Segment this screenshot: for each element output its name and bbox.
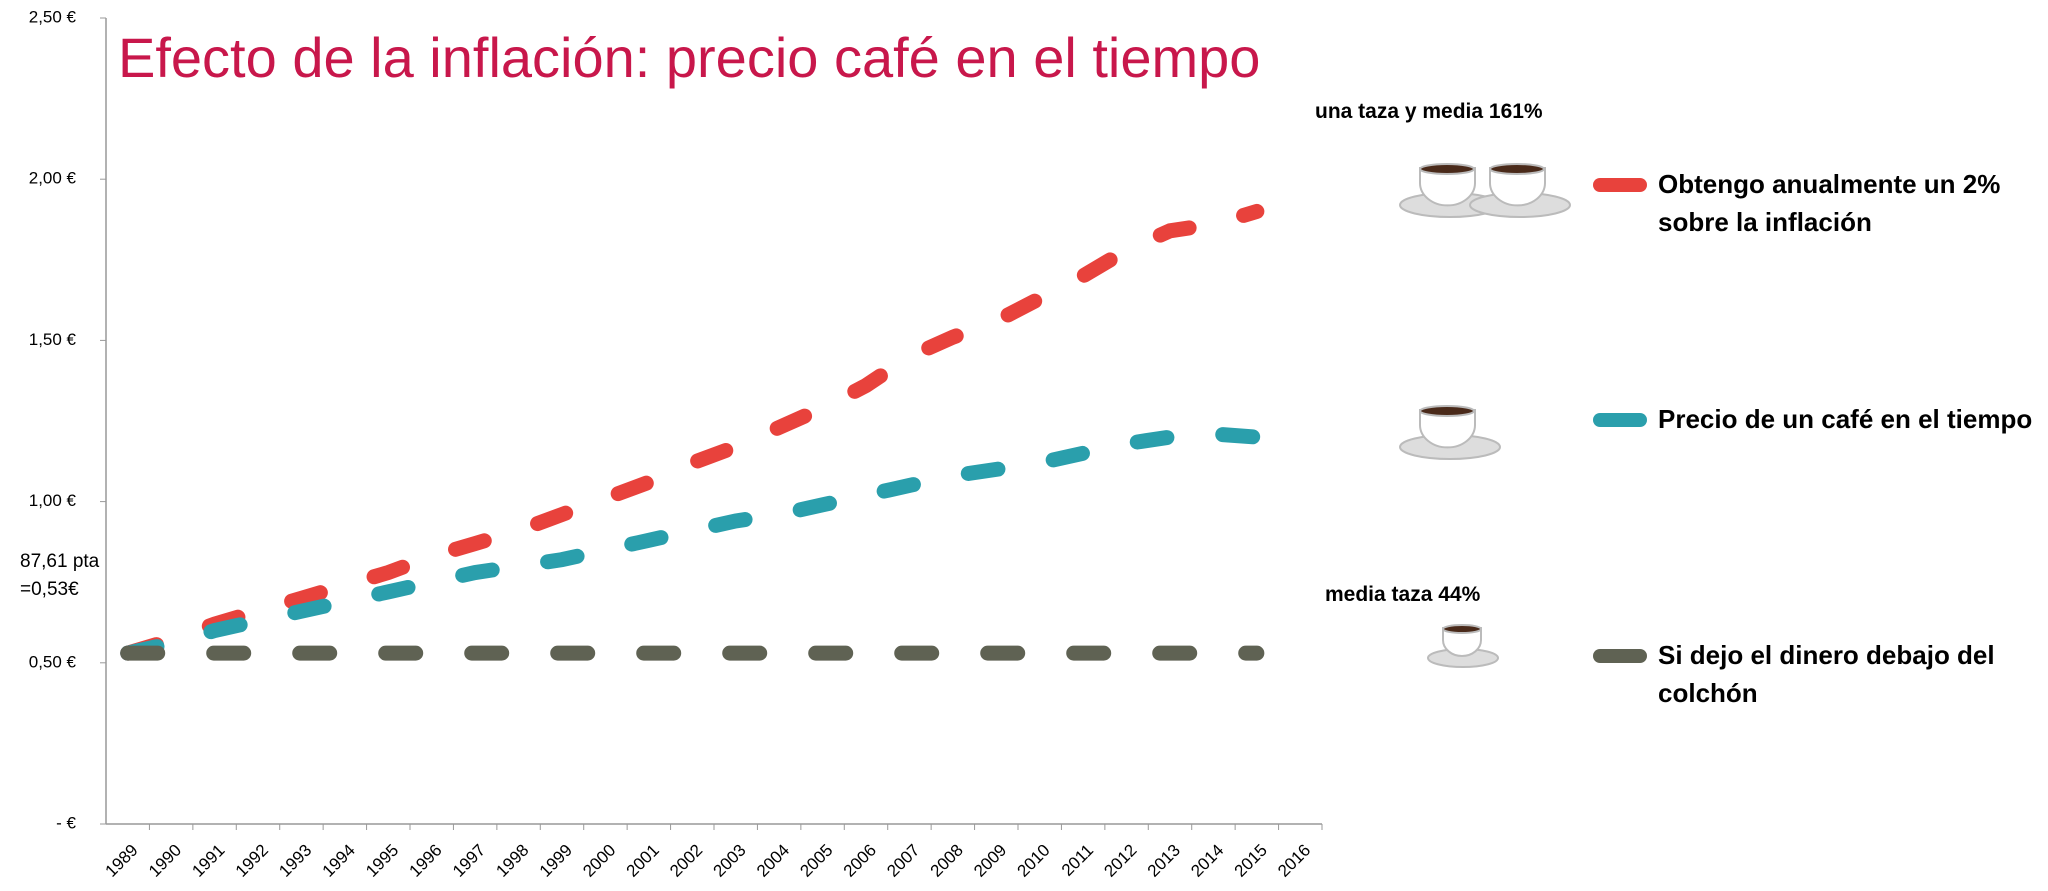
- y-tick-label: 1,50 €: [29, 330, 77, 349]
- x-tick-label: 1991: [188, 841, 228, 881]
- y-tick-label: 2,00 €: [29, 169, 77, 188]
- x-tick-label: 2014: [1187, 841, 1227, 881]
- annotation: media taza 44%: [1325, 583, 1481, 606]
- y-tick-label: 2,50 €: [29, 7, 77, 26]
- x-tick-label: 2003: [710, 841, 750, 881]
- y-tick-label: 1,00 €: [29, 491, 77, 510]
- x-tick-label: 2006: [840, 841, 880, 881]
- x-tick-label: 2016: [1274, 841, 1314, 881]
- x-tick-label: 1996: [406, 841, 446, 881]
- x-tick-label: 2015: [1231, 841, 1271, 881]
- x-tick-label: 1997: [449, 841, 489, 881]
- x-tick-label: 2009: [970, 841, 1010, 881]
- x-tick-label: 2004: [753, 841, 793, 881]
- legend-label: Obtengo anualmente un 2% sobre la inflac…: [1658, 169, 2001, 237]
- x-tick-label: 2011: [1058, 841, 1097, 880]
- series-line: [120, 203, 1265, 661]
- cup-icons: [1399, 163, 1571, 668]
- x-tick-label: 1990: [145, 841, 185, 881]
- legend-label: Precio de un café en el tiempo: [1658, 404, 2033, 434]
- y-tick-label: 0,50 €: [29, 652, 77, 671]
- x-tick-label: 2013: [1144, 841, 1184, 881]
- x-tick-label: 1993: [275, 841, 315, 881]
- x-tick-label: 2001: [623, 841, 663, 881]
- x-tick-label: 1994: [319, 841, 359, 881]
- x-tick-label: 2010: [1014, 841, 1054, 881]
- annotation: una taza y media 161%: [1315, 100, 1543, 123]
- x-tick-label: 1992: [232, 841, 272, 881]
- x-tick-label: 2002: [666, 841, 706, 881]
- annotation: 87,61 pta =0,53€: [20, 551, 100, 600]
- x-tick-label: 2005: [796, 841, 836, 881]
- x-tick-label: 1999: [536, 841, 576, 881]
- series-line: [120, 426, 1308, 661]
- x-tick-label: 2012: [1100, 841, 1140, 881]
- x-tick-label: 2000: [579, 841, 619, 881]
- x-tick-label: 1995: [362, 841, 402, 881]
- chart-title: Efecto de la inflación: precio café en e…: [118, 26, 1260, 89]
- y-tick-label: - €: [56, 813, 76, 832]
- x-tick-label: 2007: [883, 841, 923, 881]
- x-tick-label: 1989: [102, 841, 142, 881]
- legend-label: Si dejo el dinero debajo del colchón: [1658, 640, 1995, 708]
- x-tick-label: 1998: [492, 841, 532, 881]
- x-tick-label: 2008: [927, 841, 967, 881]
